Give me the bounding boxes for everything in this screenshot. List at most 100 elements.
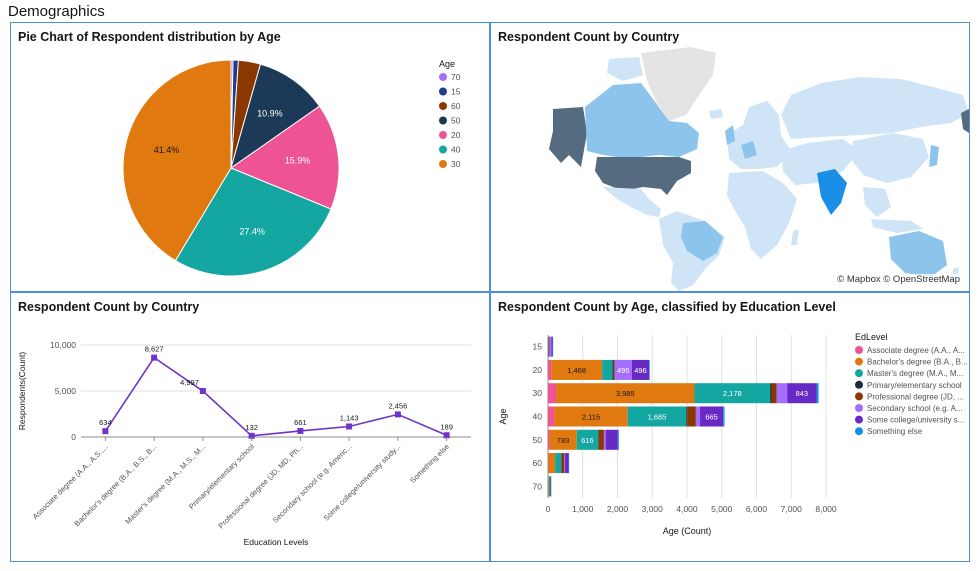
map-uk[interactable] bbox=[725, 125, 735, 145]
bar-segment[interactable] bbox=[561, 453, 565, 474]
bar-segment[interactable] bbox=[598, 429, 599, 450]
map-alaska-wrap[interactable] bbox=[961, 109, 969, 133]
bar-segment[interactable] bbox=[548, 359, 552, 380]
bar-segment[interactable] bbox=[776, 383, 788, 404]
bar-segment[interactable] bbox=[552, 336, 554, 357]
line-point[interactable] bbox=[151, 354, 158, 361]
map-indonesia[interactable] bbox=[871, 219, 923, 233]
bar-segment[interactable] bbox=[550, 476, 552, 497]
map-alaska[interactable] bbox=[549, 107, 587, 167]
bar-ylabel: Age bbox=[498, 408, 508, 424]
map-china[interactable] bbox=[851, 133, 929, 183]
pie-legend-title: Age bbox=[439, 59, 455, 69]
pie-slice-40[interactable] bbox=[174, 167, 332, 277]
map-brazil[interactable] bbox=[681, 221, 723, 261]
bar-segment[interactable] bbox=[548, 336, 549, 357]
pie-slice-30[interactable] bbox=[122, 59, 232, 262]
bar-segment[interactable] bbox=[787, 383, 817, 404]
bar-segment[interactable] bbox=[614, 359, 632, 380]
bar-xtick-label: 4,000 bbox=[676, 504, 698, 514]
bar-segment[interactable] bbox=[686, 406, 688, 427]
pie-slice-50[interactable] bbox=[230, 63, 321, 170]
bar-segment[interactable] bbox=[602, 359, 613, 380]
map-japan[interactable] bbox=[929, 145, 939, 167]
map-madagascar[interactable] bbox=[791, 229, 799, 245]
pie-legend-label-70: 70 bbox=[451, 72, 461, 82]
bar-segment[interactable] bbox=[613, 359, 615, 380]
line-data-label: 661 bbox=[294, 418, 307, 427]
bar-segment[interactable] bbox=[603, 429, 606, 450]
bar-xtick-label: 7,000 bbox=[781, 504, 803, 514]
bar-segment[interactable] bbox=[548, 429, 550, 450]
bar-segment[interactable] bbox=[548, 476, 550, 497]
bar-segment[interactable] bbox=[695, 406, 701, 427]
bar-segment[interactable] bbox=[548, 406, 555, 427]
line-point[interactable] bbox=[248, 432, 255, 439]
bar-segment[interactable] bbox=[617, 429, 619, 450]
bar-segment[interactable] bbox=[694, 383, 771, 404]
bar-segment[interactable] bbox=[548, 336, 550, 357]
pie-slice-20[interactable] bbox=[229, 105, 340, 210]
bar-segment[interactable] bbox=[568, 453, 570, 474]
bar-legend-label: Professional degree (JD, ... bbox=[867, 392, 964, 401]
map-canada[interactable] bbox=[585, 83, 699, 157]
bar-segment[interactable] bbox=[549, 336, 552, 357]
bar-segment[interactable] bbox=[548, 476, 549, 497]
pie-label-40: 27.4% bbox=[239, 227, 265, 237]
bar-segment[interactable] bbox=[549, 476, 551, 497]
bar-segment[interactable] bbox=[816, 383, 819, 404]
line-point[interactable] bbox=[297, 427, 304, 434]
bar-legend-label: Something else bbox=[867, 427, 923, 436]
bar-segment[interactable] bbox=[576, 429, 599, 450]
bar-segment[interactable] bbox=[551, 359, 603, 380]
bar-segment[interactable] bbox=[605, 429, 618, 450]
map-canada-islands[interactable] bbox=[607, 57, 643, 81]
pie-legend-swatch-50 bbox=[439, 116, 447, 125]
bar-xtick-label: 3,000 bbox=[642, 504, 664, 514]
bar-legend-label: Bachelor's degree (B.A., B... bbox=[867, 358, 968, 367]
map-panel[interactable]: Respondent Count by Country bbox=[490, 22, 970, 292]
line-point[interactable] bbox=[394, 411, 401, 418]
bar-xlabel: Age (Count) bbox=[663, 526, 712, 536]
map-attribution[interactable]: © Mapbox © OpenStreetMap bbox=[834, 274, 963, 285]
map-australia[interactable] bbox=[889, 231, 947, 277]
bar-segment[interactable] bbox=[700, 406, 724, 427]
bar-segment[interactable] bbox=[771, 383, 777, 404]
bar-segment[interactable] bbox=[551, 336, 553, 357]
map-iceland[interactable] bbox=[709, 109, 723, 119]
bar-segment[interactable] bbox=[548, 453, 549, 474]
map-mexico[interactable] bbox=[603, 187, 661, 217]
bar-segment[interactable] bbox=[770, 383, 772, 404]
bar-legend-swatch bbox=[855, 357, 863, 366]
bar-segment[interactable] bbox=[631, 359, 650, 380]
bar-segment[interactable] bbox=[548, 383, 556, 404]
bar-segment[interactable] bbox=[549, 429, 577, 450]
line-point[interactable] bbox=[102, 428, 109, 435]
bar-segment[interactable] bbox=[598, 429, 604, 450]
bar-segment[interactable] bbox=[612, 359, 614, 380]
map-middle-east[interactable] bbox=[781, 139, 859, 185]
bar-segment[interactable] bbox=[564, 453, 566, 474]
map-germany[interactable] bbox=[741, 141, 757, 159]
bar-segment[interactable] bbox=[565, 453, 569, 474]
choropleth-map[interactable] bbox=[491, 23, 969, 291]
bar-segment[interactable] bbox=[555, 383, 695, 404]
line-point[interactable] bbox=[443, 432, 450, 439]
map-africa[interactable] bbox=[727, 171, 797, 259]
bar-segment[interactable] bbox=[548, 453, 556, 474]
map-greenland[interactable] bbox=[641, 47, 716, 121]
bar-segment[interactable] bbox=[554, 406, 628, 427]
bar-data-label: 3,985 bbox=[616, 389, 635, 398]
line-point[interactable] bbox=[346, 423, 353, 430]
bar-segment[interactable] bbox=[723, 406, 725, 427]
map-usa[interactable] bbox=[595, 157, 691, 195]
bar-segment[interactable] bbox=[687, 406, 696, 427]
bar-segment[interactable] bbox=[649, 359, 650, 380]
map-india[interactable] bbox=[817, 169, 847, 215]
bar-ytick-label: 40 bbox=[533, 412, 543, 422]
map-southeast-asia[interactable] bbox=[863, 187, 891, 217]
bar-segment[interactable] bbox=[555, 453, 562, 474]
bar-segment[interactable] bbox=[627, 406, 687, 427]
map-russia[interactable] bbox=[781, 77, 969, 139]
line-point[interactable] bbox=[199, 388, 206, 395]
